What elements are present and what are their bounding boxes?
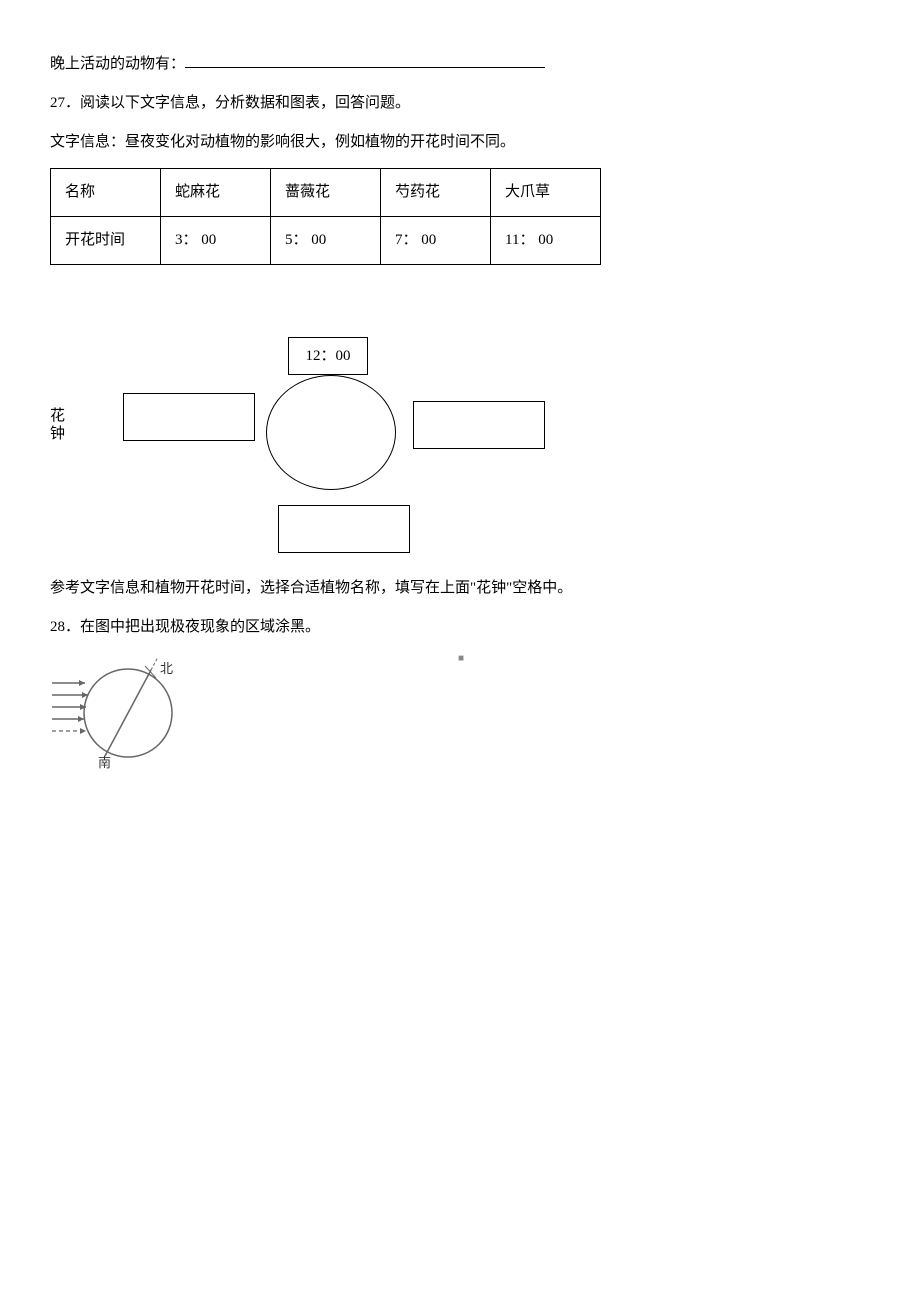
flower-clock-diagram: 12：00 [83,295,563,555]
table-row: 名称 蛇麻花 蔷薇花 芍药花 大爪草 [51,169,601,217]
flower-clock-label: 花 钟 [50,407,68,443]
q27-line: 27．阅读以下文字信息，分析数据和图表，回答问题。 [50,90,870,117]
table-cell: 7： 00 [381,217,491,265]
night-animals-prefix: 晚上活动的动物有： [50,56,185,72]
table-cell: 11： 00 [491,217,601,265]
info-line: 文字信息：昼夜变化对动植物的影响很大，例如植物的开花时间不同。 [50,129,870,156]
table-cell: 3： 00 [161,217,271,265]
polar-night-svg: 北 南 [50,653,190,773]
page-marker: ■ [458,650,464,668]
q27-number: 27． [50,95,80,111]
south-label: 南 [98,755,111,770]
clock-circle [266,375,396,490]
q28-number: 28． [50,619,80,635]
flower-clock-instruction: 参考文字信息和植物开花时间，选择合适植物名称，填写在上面"花钟"空格中。 [50,575,870,602]
polar-night-diagram[interactable]: 北 南 [50,653,190,773]
table-cell: 大爪草 [491,169,601,217]
clock-box-top: 12：00 [288,337,368,375]
clock-box-left[interactable] [123,393,255,441]
table-cell: 蛇麻花 [161,169,271,217]
flower-clock-section: 花 钟 12：00 [50,295,870,555]
table-cell: 芍药花 [381,169,491,217]
q27-text: 阅读以下文字信息，分析数据和图表，回答问题。 [80,95,410,111]
clock-box-right[interactable] [413,401,545,449]
table-cell: 名称 [51,169,161,217]
north-label: 北 [160,661,173,676]
q28-text: 在图中把出现极夜现象的区域涂黑。 [80,619,320,635]
table-cell: 开花时间 [51,217,161,265]
flower-time-table: 名称 蛇麻花 蔷薇花 芍药花 大爪草 开花时间 3： 00 5： 00 7： 0… [50,168,601,265]
table-row: 开花时间 3： 00 5： 00 7： 00 11： 00 [51,217,601,265]
night-animals-line: 晚上活动的动物有： [50,50,870,78]
night-animals-blank[interactable] [185,50,545,68]
q28-line: 28．在图中把出现极夜现象的区域涂黑。 [50,614,870,641]
table-cell: 5： 00 [271,217,381,265]
table-cell: 蔷薇花 [271,169,381,217]
clock-box-bottom[interactable] [278,505,410,553]
